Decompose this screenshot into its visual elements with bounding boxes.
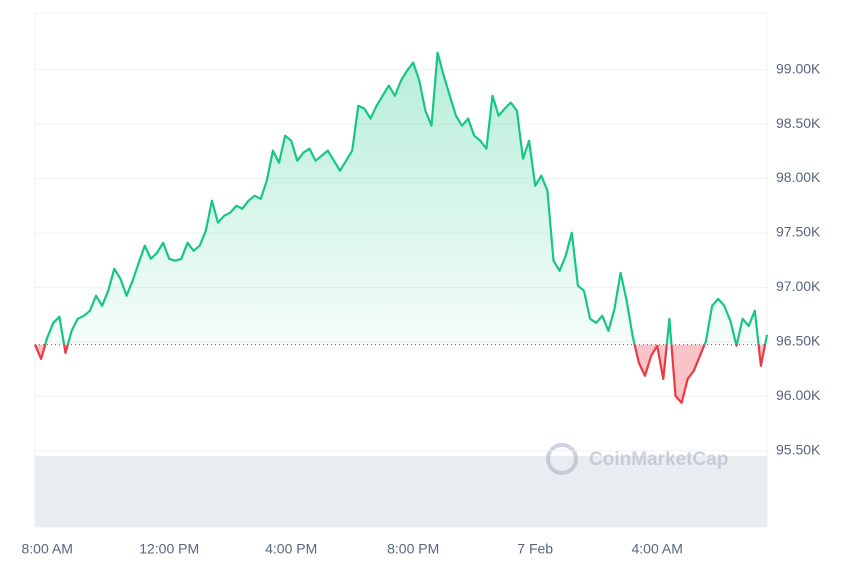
y-tick-label: 97.50K (776, 224, 821, 240)
volume-band (35, 456, 767, 527)
y-tick-label: 96.00K (776, 387, 821, 403)
y-tick-label: 95.50K (776, 441, 821, 457)
y-tick-label: 98.50K (776, 115, 821, 131)
x-tick-label: 8:00 AM (22, 541, 73, 557)
y-tick-label: 97.00K (776, 278, 821, 294)
x-tick-label: 4:00 PM (265, 541, 317, 557)
y-tick-label: 98.00K (776, 169, 821, 185)
x-tick-label: 8:00 PM (387, 541, 439, 557)
watermark-text: CoinMarketCap (589, 449, 728, 470)
y-tick-label: 96.50K (776, 333, 821, 349)
price-line (33, 51, 769, 404)
x-tick-label: 4:00 AM (632, 541, 683, 557)
x-tick-label: 7 Feb (517, 541, 553, 557)
watermark-logo (546, 443, 578, 475)
y-tick-label: 99.00K (776, 60, 821, 76)
x-tick-label: 12:00 PM (139, 541, 199, 557)
watermark: CoinMarketCap (546, 443, 728, 475)
price-area (35, 52, 767, 403)
